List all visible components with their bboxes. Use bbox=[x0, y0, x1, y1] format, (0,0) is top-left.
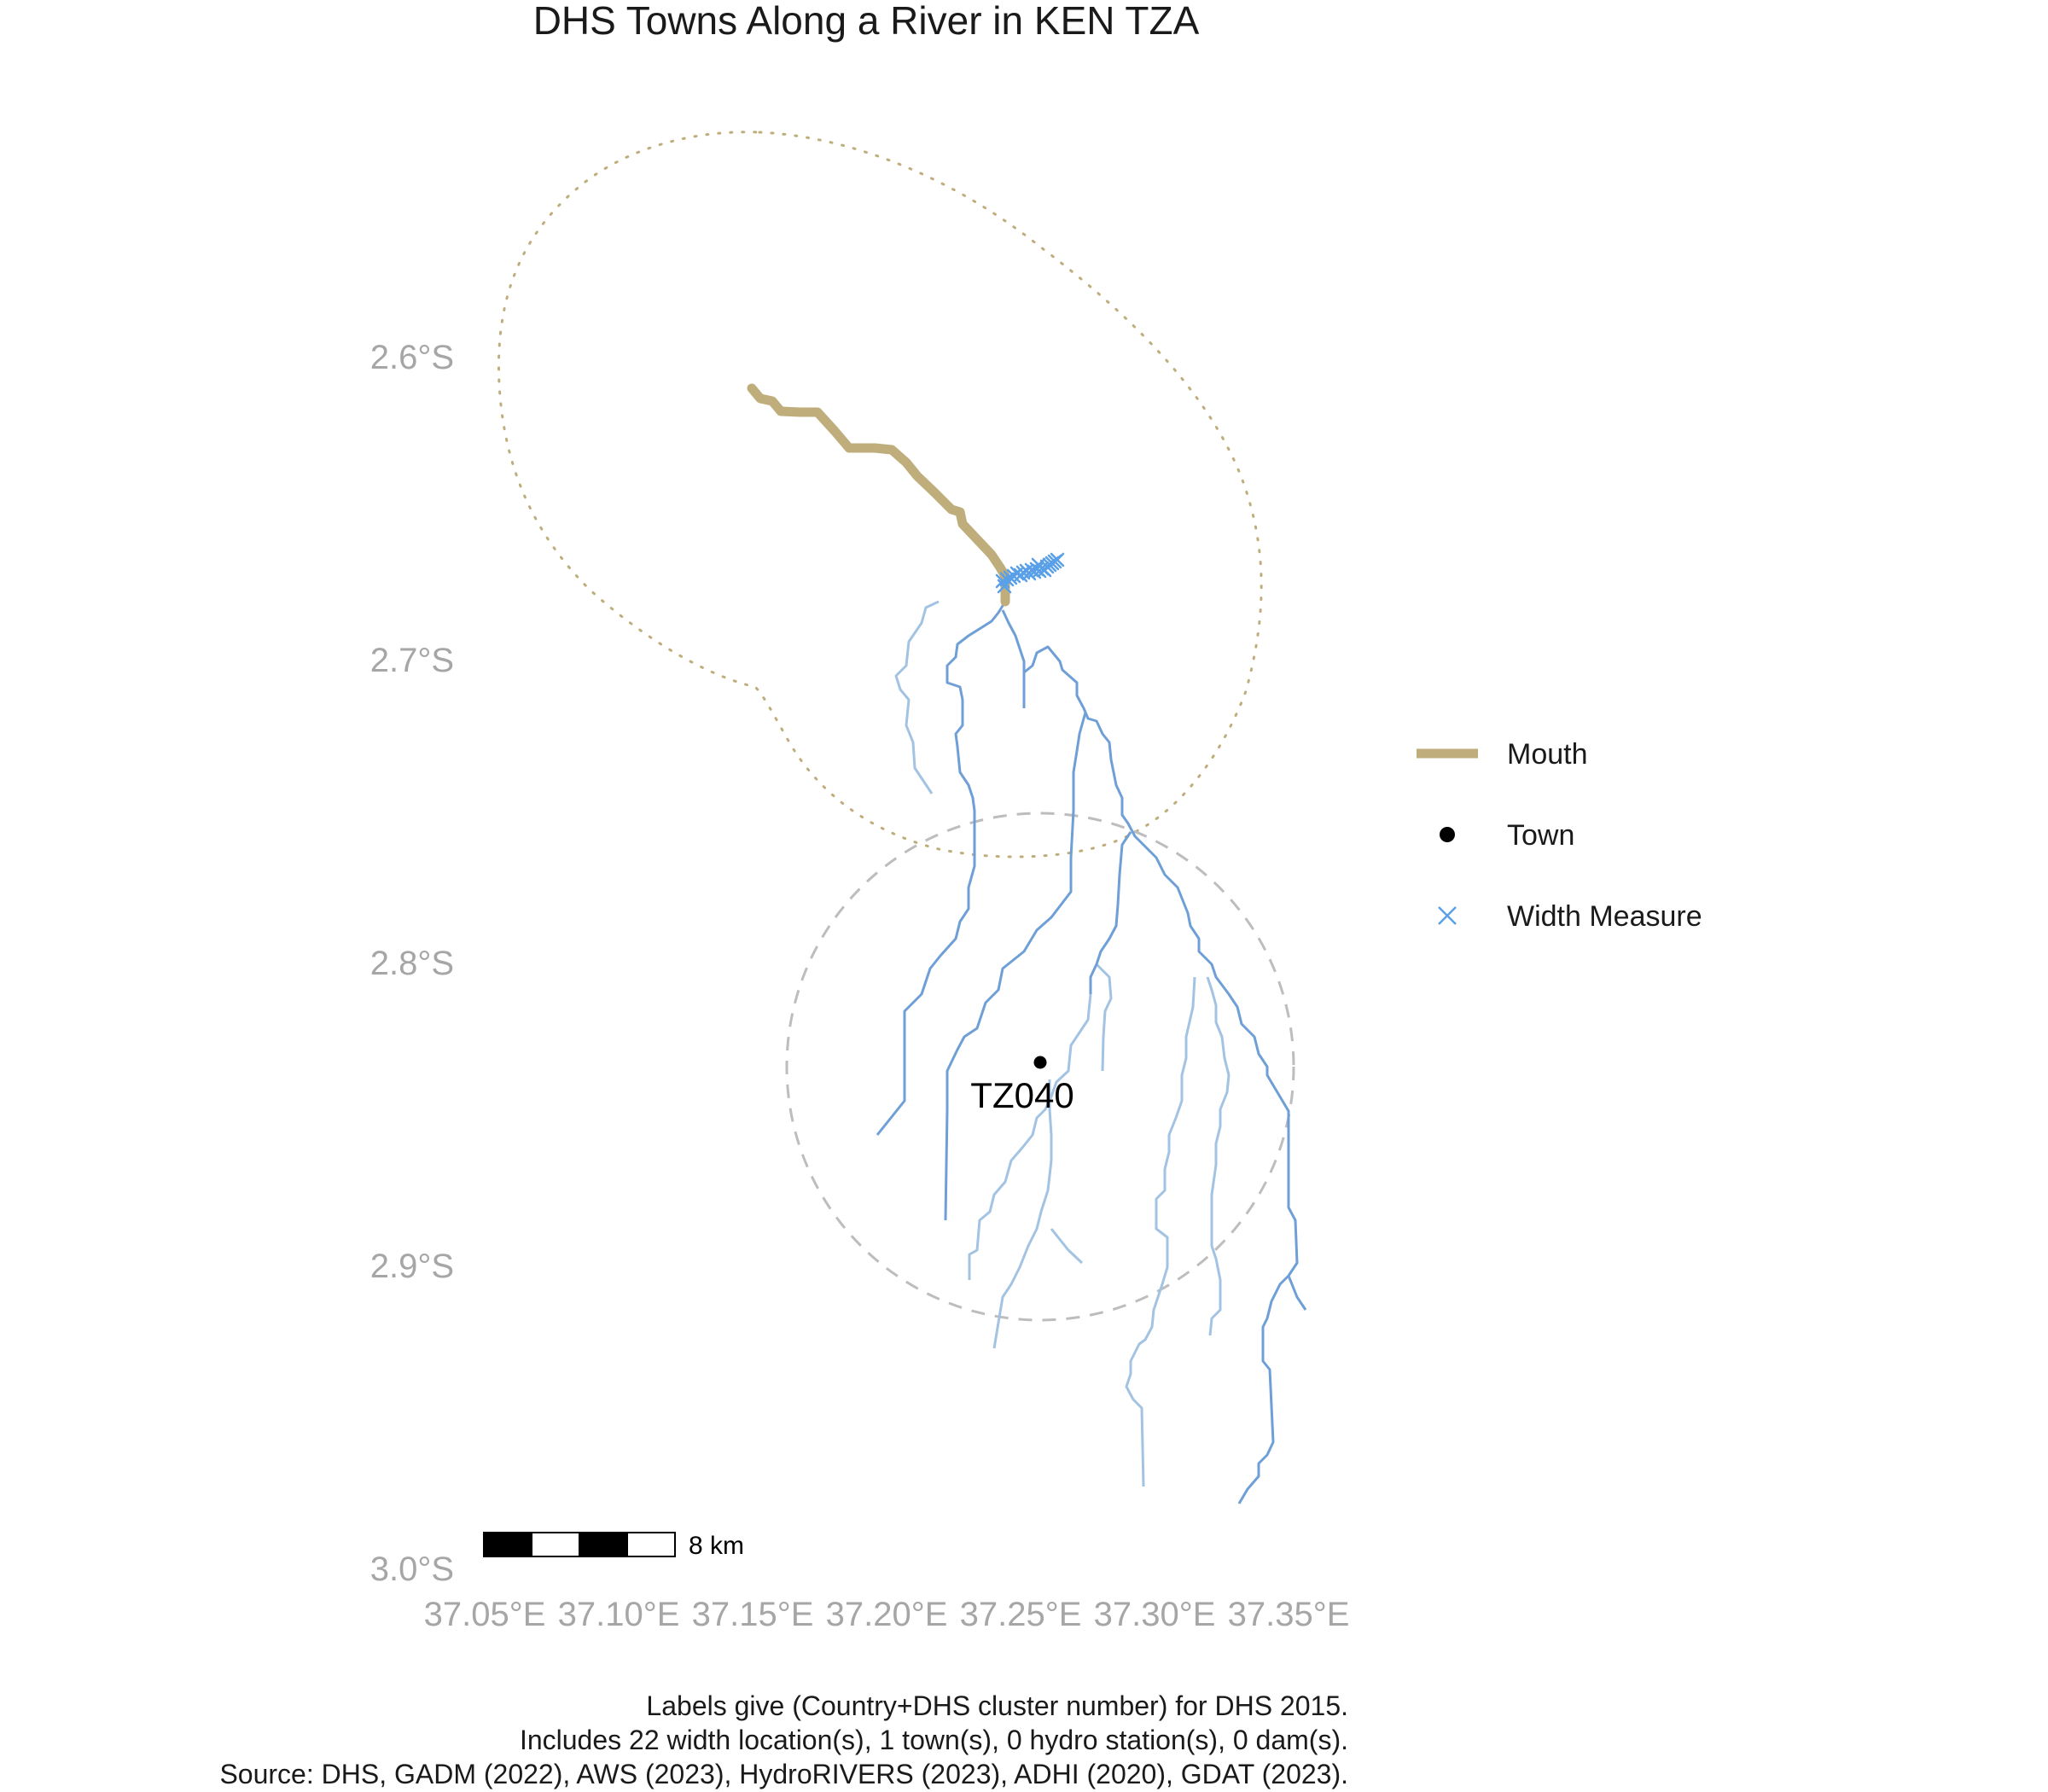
x-tick-label: 37.15°E bbox=[692, 1596, 814, 1633]
x-tick-label: 37.30°E bbox=[1094, 1596, 1216, 1633]
legend: Mouth Town Width Measure bbox=[1417, 738, 1702, 933]
legend-label: Town bbox=[1507, 819, 1574, 852]
legend-item-mouth: Mouth bbox=[1417, 738, 1588, 771]
river-segment bbox=[876, 601, 1007, 1136]
river-segment bbox=[1125, 976, 1196, 1487]
map-title: DHS Towns Along a River in KEN TZA bbox=[533, 0, 1200, 43]
river-segment bbox=[1050, 1228, 1084, 1265]
x-axis: 37.05°E 37.10°E 37.15°E 37.20°E 37.25°E … bbox=[424, 1596, 1350, 1633]
x-tick-label: 37.20°E bbox=[826, 1596, 948, 1633]
width-measure-mark bbox=[1031, 557, 1046, 573]
caption-line-3: Source: DHS, GADM (2022), AWS (2023), Hy… bbox=[219, 1759, 1348, 1789]
scale-bar-segment bbox=[626, 1532, 676, 1557]
river-segment bbox=[1095, 963, 1113, 1072]
scale-bar-label: 8 km bbox=[689, 1532, 744, 1560]
town-point bbox=[1033, 1056, 1047, 1069]
river-main bbox=[876, 601, 1307, 1504]
scale-bar: 8 km bbox=[483, 1532, 744, 1560]
y-tick-label: 3.0°S bbox=[370, 1551, 454, 1588]
town-buffer-circle bbox=[785, 812, 1295, 1322]
x-tick-label: 37.05°E bbox=[424, 1596, 546, 1633]
scale-bar-segment bbox=[531, 1532, 580, 1557]
y-tick-label: 2.7°S bbox=[370, 642, 454, 679]
legend-label: Width Measure bbox=[1507, 900, 1702, 933]
mouth-buffer-outline bbox=[497, 131, 1263, 858]
river-segment bbox=[894, 600, 940, 794]
x-tick-label: 37.25°E bbox=[960, 1596, 1082, 1633]
legend-item-width-measure: Width Measure bbox=[1438, 900, 1702, 933]
caption-line-1: Labels give (Country+DHS cluster number)… bbox=[646, 1690, 1348, 1721]
y-tick-label: 2.8°S bbox=[370, 945, 454, 982]
river-segment bbox=[1089, 831, 1132, 994]
x-tick-label: 37.10°E bbox=[558, 1596, 680, 1633]
river-segment bbox=[1001, 609, 1299, 1504]
mouth-river-line bbox=[747, 383, 1010, 607]
river-segment bbox=[1287, 1275, 1307, 1311]
legend-label: Mouth bbox=[1507, 738, 1588, 771]
scale-bar-segment bbox=[483, 1532, 532, 1557]
width-measure-mark bbox=[997, 579, 1012, 594]
y-tick-label: 2.6°S bbox=[370, 339, 454, 376]
x-tick-label: 37.35°E bbox=[1228, 1596, 1350, 1633]
width-measure-mark bbox=[1050, 552, 1065, 567]
town-label: TZ040 bbox=[970, 1075, 1073, 1115]
legend-item-town: Town bbox=[1440, 819, 1574, 852]
caption-line-2: Includes 22 width location(s), 1 town(s)… bbox=[520, 1725, 1348, 1755]
river-segment bbox=[1206, 976, 1231, 1336]
caption: Labels give (Country+DHS cluster number)… bbox=[219, 1690, 1348, 1789]
river-segment bbox=[944, 712, 1087, 1221]
river-segment bbox=[968, 993, 1092, 1280]
scale-bar-segment bbox=[579, 1532, 628, 1557]
y-axis: 2.6°S 2.7°S 2.8°S 2.9°S 3.0°S bbox=[370, 339, 454, 1588]
width-measures bbox=[995, 552, 1065, 594]
legend-key-point bbox=[1440, 827, 1455, 842]
river-segment bbox=[992, 1079, 1053, 1349]
legend-key-cross bbox=[1438, 906, 1457, 925]
y-tick-label: 2.9°S bbox=[370, 1248, 454, 1285]
river-tributaries bbox=[894, 600, 1231, 1487]
